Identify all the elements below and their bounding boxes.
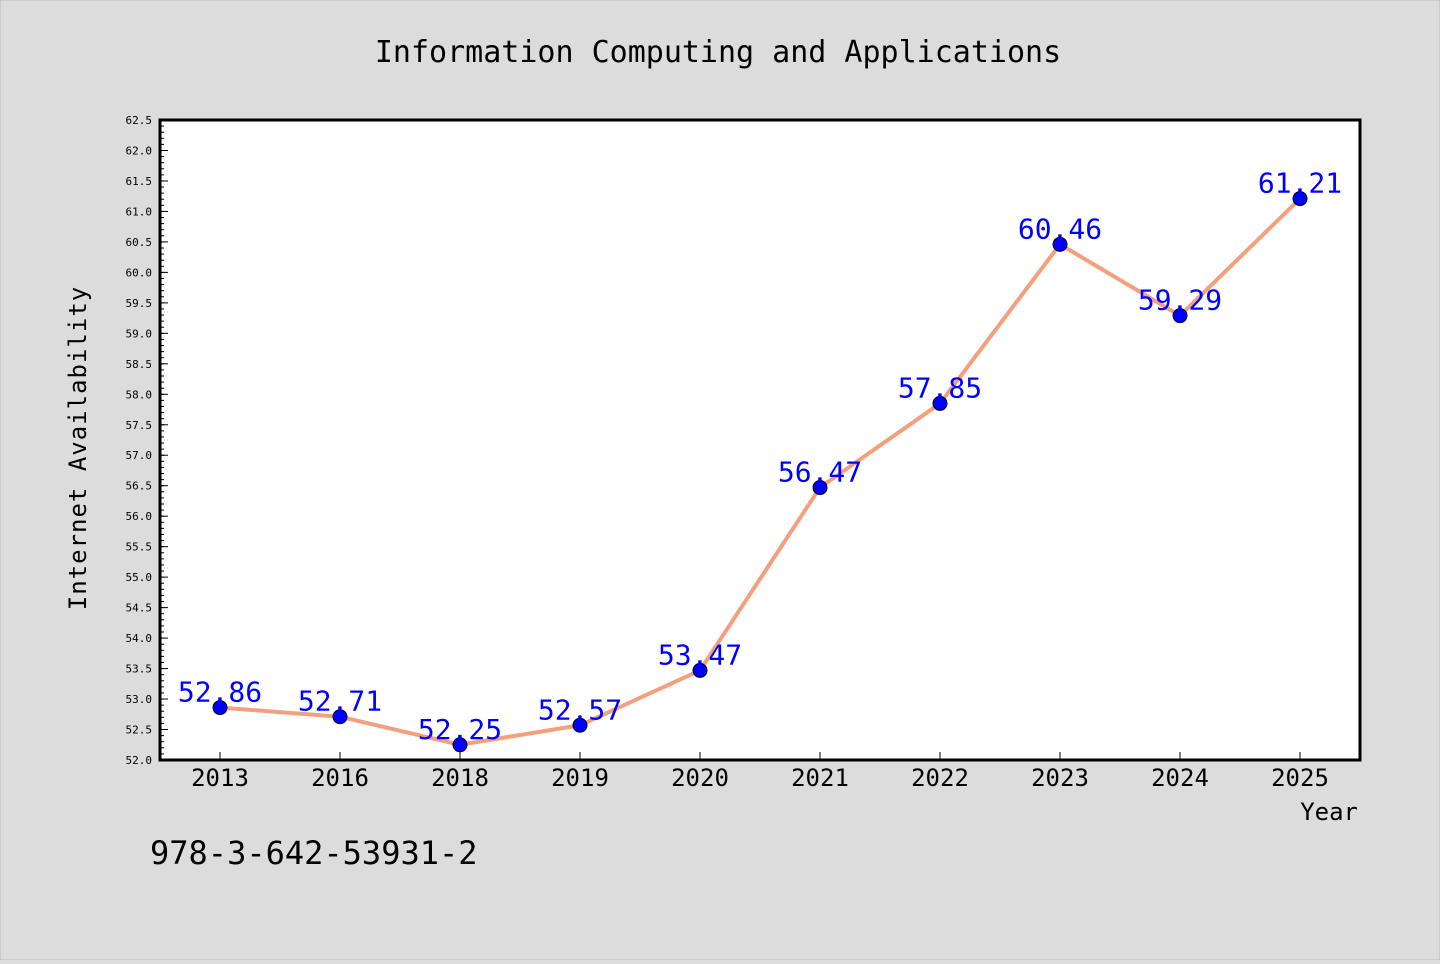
y-tick-label: 53.0 <box>126 693 153 706</box>
y-tick-label: 55.5 <box>126 541 153 554</box>
x-tick-label: 2023 <box>1031 764 1089 792</box>
y-tick-label: 58.5 <box>126 358 153 371</box>
chart-annotation: 978-3-642-53931-2 <box>150 834 478 872</box>
y-tick-label: 57.5 <box>126 419 153 432</box>
data-label: 53.47 <box>658 638 742 671</box>
x-tick-label: 2016 <box>311 764 369 792</box>
chart-title: Information Computing and Applications <box>375 35 1061 70</box>
x-axis-label: Year <box>1300 798 1358 826</box>
y-tick-label: 59.0 <box>126 327 153 340</box>
x-tick-label: 2013 <box>191 764 249 792</box>
y-tick-label: 53.5 <box>126 663 153 676</box>
x-tick-label: 2018 <box>431 764 489 792</box>
y-tick-label: 60.0 <box>126 266 153 279</box>
y-tick-label: 61.5 <box>126 175 153 188</box>
data-point <box>932 395 948 411</box>
x-tick-label: 2021 <box>791 764 849 792</box>
y-axis: 52.0 52.5 53.0 53.5 54.0 54.5 55.0 55.5 56.0 56.5… <box>126 114 168 767</box>
y-tick-label: 55.0 <box>126 571 153 584</box>
data-label: 57.85 <box>898 371 982 404</box>
y-tick-label: 54.5 <box>126 602 153 615</box>
series-line <box>219 197 1302 747</box>
data-point <box>1172 308 1188 324</box>
y-tick-label: 52.0 <box>126 754 153 767</box>
x-axis: 2013 2016 2018 2019 2020 2021 2022 2023 2024 2025 <box>191 752 1329 792</box>
data-label: 52.57 <box>538 693 622 726</box>
y-tick-label: 62.5 <box>126 114 153 127</box>
data-point <box>1052 236 1068 252</box>
data-label: 59.29 <box>1138 284 1222 317</box>
data-label: 56.47 <box>778 456 862 489</box>
y-tick-label: 54.0 <box>126 632 153 645</box>
data-point <box>572 717 588 733</box>
data-label: 60.46 <box>1018 212 1102 245</box>
data-point <box>1292 191 1308 207</box>
plot-area <box>158 118 1362 762</box>
x-tick-label: 2022 <box>911 764 969 792</box>
data-point <box>812 480 828 496</box>
data-label-layer: 52.86 52.71 52.25 52.57 53.47 56.47 57.85 60.46… <box>178 167 1342 746</box>
y-tick-label: 62.0 <box>126 144 153 157</box>
y-tick-label: 60.5 <box>126 236 153 249</box>
y-tick-label: 61.0 <box>126 205 153 218</box>
y-tick-label: 57.0 <box>126 449 153 462</box>
data-point <box>452 737 468 753</box>
y-tick-label: 56.0 <box>126 510 153 523</box>
data-label: 52.25 <box>418 713 502 746</box>
x-tick-label: 2024 <box>1151 764 1209 792</box>
y-tick-label: 59.5 <box>126 297 153 310</box>
y-tick-label: 58.0 <box>126 388 153 401</box>
y-axis-label: Internet Availability <box>64 286 92 610</box>
data-point <box>692 662 708 678</box>
y-tick-label: 56.5 <box>126 480 153 493</box>
data-point <box>212 700 228 716</box>
x-tick-label: 2025 <box>1271 764 1329 792</box>
data-label: 52.71 <box>298 685 382 718</box>
y-tick-label: 52.5 <box>126 724 153 737</box>
data-point <box>332 709 348 725</box>
series-layer <box>212 191 1308 753</box>
data-label: 52.86 <box>178 676 262 709</box>
data-label: 61.21 <box>1258 167 1342 200</box>
x-tick-label: 2019 <box>551 764 609 792</box>
x-tick-label: 2020 <box>671 764 729 792</box>
